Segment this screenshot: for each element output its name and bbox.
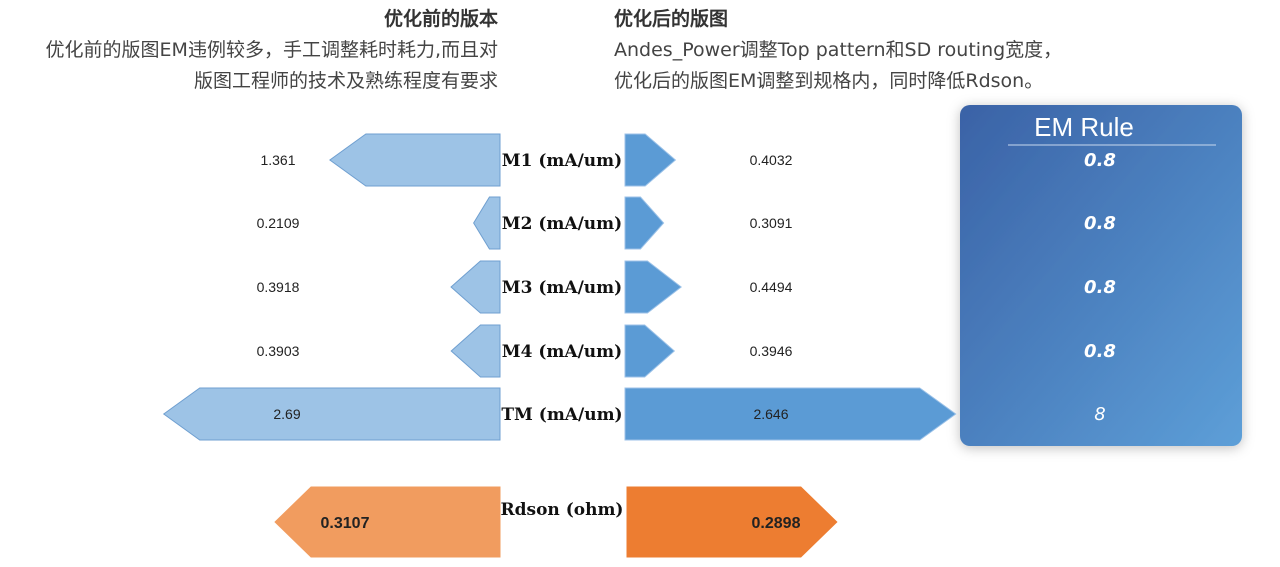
em-rule-value: 8 <box>1094 404 1105 425</box>
rdson-after-bar <box>626 486 838 558</box>
before-bar <box>450 324 501 378</box>
before-value-label: 1.361 <box>260 152 295 168</box>
category-label: M4 (mA/um) <box>502 342 622 362</box>
before-value-label: 2.69 <box>273 406 300 422</box>
category-label: TM (mA/um) <box>501 405 622 425</box>
after-value-label: 0.4032 <box>750 152 793 168</box>
em-rule-value: 0.8 <box>1084 341 1116 362</box>
before-bar <box>450 260 501 314</box>
after-value-label: 0.3091 <box>750 215 793 231</box>
category-label: M1 (mA/um) <box>502 151 622 171</box>
after-bar <box>624 387 957 441</box>
rdson-after-label: 0.2898 <box>752 515 801 532</box>
after-bar <box>624 196 665 250</box>
before-heading: 优化前的版本 <box>383 8 498 30</box>
after-heading: 优化后的版图 <box>614 8 729 30</box>
rdson-before-bar <box>274 486 501 558</box>
after-description-line1: Andes_Power调整Top pattern和SD routing宽度， <box>614 39 1063 61</box>
after-description-line2: 优化后的版图EM调整到规格内，同时降低Rdson。 <box>614 70 1044 92</box>
before-description-line2: 版图工程师的技术及熟练程度有要求 <box>193 70 498 92</box>
after-bar <box>624 324 676 378</box>
before-value-label: 0.3918 <box>257 279 300 295</box>
rdson-category-label: Rdson (ohm) <box>501 500 624 520</box>
rdson-before-label: 0.3107 <box>321 515 370 532</box>
before-bar <box>473 196 501 250</box>
em-rule-value: 0.8 <box>1084 277 1116 298</box>
after-value-label: 0.4494 <box>750 279 793 295</box>
before-description-line1: 优化前的版图EM违例较多，手工调整耗时耗力,而且对 <box>45 39 498 61</box>
before-bar <box>162 387 501 441</box>
category-label: M3 (mA/um) <box>502 278 622 298</box>
em-rule-value: 0.8 <box>1084 213 1116 234</box>
after-value-label: 2.646 <box>753 406 788 422</box>
em-rule-value: 0.8 <box>1084 150 1116 171</box>
before-bar <box>329 133 501 187</box>
after-value-label: 0.3946 <box>750 343 793 359</box>
before-value-label: 0.3903 <box>257 343 300 359</box>
em-rule-title: EM Rule <box>1034 112 1134 142</box>
category-label: M2 (mA/um) <box>502 214 622 234</box>
after-bar <box>624 133 677 187</box>
em-rule-box <box>960 105 1242 446</box>
before-value-label: 0.2109 <box>257 215 300 231</box>
after-bar <box>624 260 682 314</box>
